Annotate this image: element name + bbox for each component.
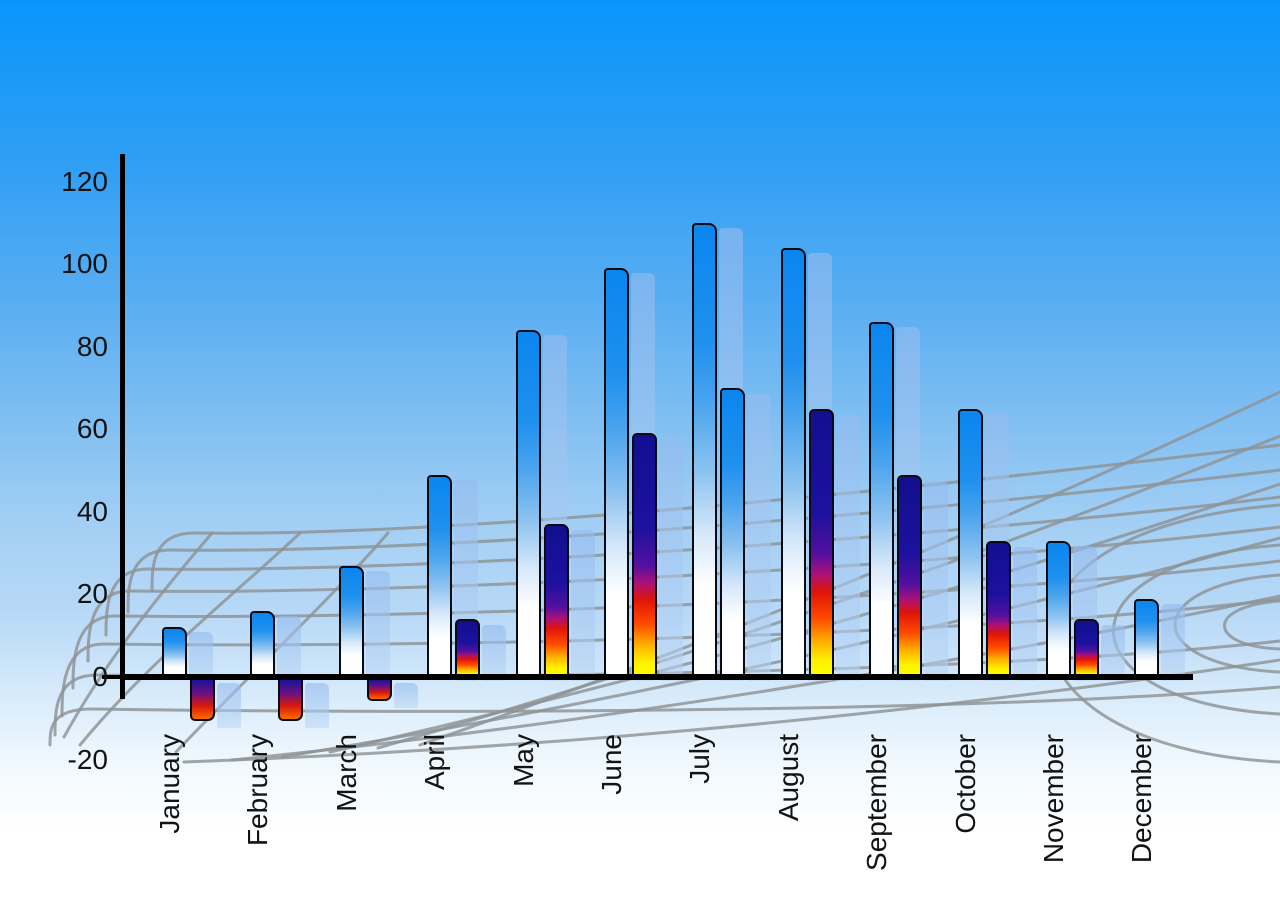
bar-february-primary: [250, 610, 275, 679]
y-tick-label-100: 100: [61, 248, 108, 280]
bar-april-secondary: [455, 619, 480, 679]
bar-november-secondary: [1074, 619, 1099, 679]
bar-march-primary: [339, 565, 364, 679]
bar-september-secondary-shadow: [924, 480, 948, 681]
grid-line: [48, 685, 1280, 747]
month-label-may: May: [508, 734, 539, 787]
y-tick-label-40: 40: [76, 495, 108, 527]
grid-fan-line: [230, 594, 1280, 762]
y-tick-label-0: 0: [92, 661, 108, 692]
month-label-july: July: [684, 734, 715, 784]
y-tick-label-60: 60: [76, 413, 108, 445]
bar-june-secondary-shadow: [659, 439, 683, 681]
y-tick-label-20: 20: [76, 578, 108, 610]
grid-fan-line: [182, 658, 1280, 764]
grid-fan-line: [78, 531, 302, 747]
bar-july-secondary-shadow: [747, 393, 771, 681]
bar-january-secondary: [190, 680, 215, 722]
bar-june-secondary: [632, 433, 657, 679]
bar-march-primary-shadow: [366, 570, 390, 681]
bar-may-primary: [516, 330, 541, 679]
month-label-january: January: [154, 734, 185, 834]
bar-february-secondary-shadow: [305, 683, 329, 729]
month-label-december: December: [1126, 734, 1157, 864]
bar-january-primary-shadow: [189, 632, 213, 681]
bar-december-primary: [1134, 598, 1159, 679]
bar-june-primary: [604, 268, 629, 679]
bar-september-secondary: [897, 474, 922, 679]
bar-july-secondary: [720, 387, 745, 679]
month-label-june: June: [596, 734, 627, 795]
month-label-november: November: [1038, 734, 1069, 864]
month-label-august: August: [773, 734, 804, 822]
grid-arc: [1173, 573, 1280, 674]
bar-october-secondary-shadow: [1013, 546, 1037, 681]
bar-january-secondary-shadow: [217, 683, 241, 729]
y-tick-label-80: 80: [76, 330, 108, 362]
x-axis-line: [121, 674, 1193, 680]
bar-april-primary: [427, 474, 452, 679]
month-label-september: September: [861, 734, 892, 871]
bar-november-secondary-shadow: [1101, 625, 1125, 681]
bar-may-secondary: [544, 524, 569, 679]
bar-march-secondary-shadow: [394, 683, 418, 708]
bar-may-secondary-shadow: [571, 530, 595, 681]
bar-april-secondary-shadow: [482, 625, 506, 681]
bar-september-primary: [869, 321, 894, 679]
bar-august-secondary-shadow: [836, 414, 860, 681]
bar-october-primary: [958, 408, 983, 679]
month-label-october: October: [950, 734, 981, 834]
bar-october-secondary: [986, 540, 1011, 679]
y-tick-label--20: -20: [67, 743, 108, 775]
month-label-february: February: [242, 734, 273, 847]
zero-tick: [102, 675, 120, 679]
y-tick-label-120: 120: [61, 165, 108, 197]
grid-arc: [1223, 599, 1280, 651]
month-label-march: March: [331, 734, 362, 812]
grid-fan-line: [62, 531, 214, 739]
bar-november-primary: [1046, 540, 1071, 679]
bar-january-primary: [162, 627, 187, 679]
bar-february-primary-shadow: [277, 615, 301, 681]
month-label-april: April: [419, 734, 450, 791]
grid-line: [150, 443, 1280, 593]
bar-august-primary: [781, 247, 806, 679]
bar-december-primary-shadow: [1161, 603, 1185, 681]
bar-march-secondary: [367, 680, 392, 701]
y-axis-line: [120, 154, 125, 699]
bar-july-primary: [692, 222, 717, 679]
bar-august-secondary: [809, 408, 834, 679]
bar-february-secondary: [278, 680, 303, 722]
